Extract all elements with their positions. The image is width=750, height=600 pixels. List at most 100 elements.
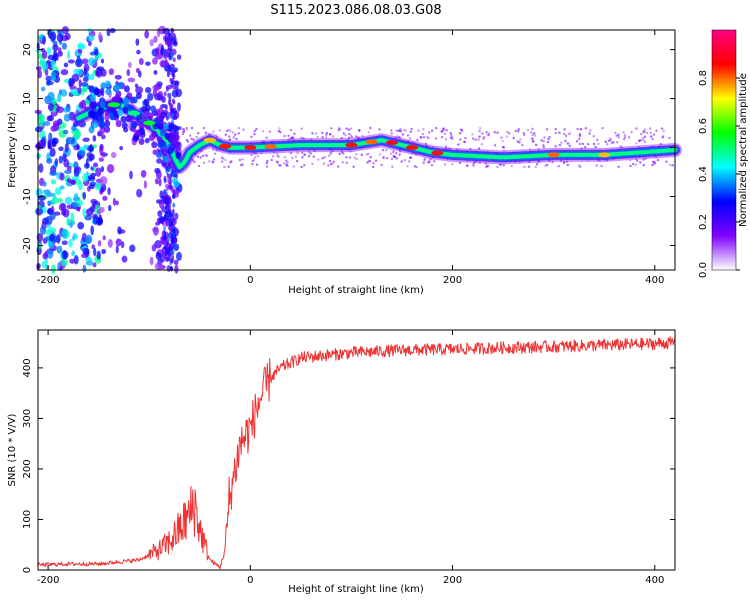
spectrogram-noise-blob: [395, 157, 398, 160]
spectrogram-noise-blob: [597, 142, 600, 146]
spectrogram-noise-blob: [54, 187, 62, 196]
spectrogram-noise-blob: [522, 133, 526, 137]
spectrogram-noise-blob: [88, 153, 95, 161]
spectrogram-noise-blob: [70, 212, 75, 223]
spectrogram-noise-blob: [449, 131, 452, 135]
spectrogram-noise-blob: [168, 55, 172, 61]
spectrogram-noise-blob: [342, 152, 345, 155]
spectrogram-noise-blob: [368, 159, 372, 163]
spectrogram-noise-blob: [588, 132, 591, 135]
spectrogram-noise-blob: [410, 127, 413, 131]
spectrogram-noise-blob: [386, 156, 389, 160]
spectrogram-noise-blob: [46, 47, 52, 55]
colorbar: 0.0 0.2 0.4 0.6 0.8 Normalized spectral ampl…: [698, 29, 749, 278]
spectrogram-x-tick-label: -200: [37, 275, 60, 286]
spectrogram-noise-blob: [434, 137, 438, 140]
spectrogram-noise-blob: [78, 79, 82, 88]
spectrogram-noise-blob: [328, 159, 332, 163]
spectrogram-noise-blob: [417, 129, 420, 132]
spectrogram-noise-blob: [255, 127, 258, 131]
spectrogram-noise-blob: [331, 135, 335, 138]
spectrogram-noise-blob: [266, 159, 269, 163]
spectrogram-noise-blob: [399, 130, 403, 133]
spectrogram-noise-blob: [135, 38, 140, 46]
spectrogram-noise-blob: [229, 129, 232, 133]
spectrogram-noise-blob: [78, 181, 83, 191]
spectrogram-noise-blob: [69, 179, 76, 185]
spectrogram-noise-blob: [265, 165, 269, 168]
spectrogram-noise-blob: [660, 127, 664, 130]
spectrogram-noise-blob: [40, 137, 46, 147]
spectrogram-noise-blob: [71, 136, 75, 145]
spectrogram-noise-blob: [152, 149, 157, 155]
spectrogram-ridge-blob: [127, 115, 134, 123]
spectrogram-y-tick-label: -20: [22, 237, 33, 253]
spectrogram-noise-blob: [321, 156, 324, 160]
spectrogram-noise-blob: [589, 129, 592, 132]
spectrogram-noise-blob: [169, 186, 173, 192]
spectrogram-noise-blob: [283, 134, 286, 138]
spectrogram-noise-blob: [174, 264, 179, 274]
spectrogram-noise-blob: [623, 134, 627, 137]
spectrogram-noise-blob: [94, 182, 102, 191]
spectrogram-noise-blob: [312, 155, 315, 158]
spectrogram-noise-blob: [519, 138, 522, 141]
spectrogram-noise-blob: [84, 214, 92, 221]
spectrogram-noise-blob: [63, 62, 69, 68]
spectrogram-noise-blob: [337, 129, 340, 132]
spectrogram-noise-blob: [415, 165, 418, 169]
spectrogram-noise-blob: [471, 133, 474, 136]
snr-x-ticks: -200 0 200 400: [37, 330, 664, 586]
spectrogram-noise-blob: [169, 265, 173, 271]
spectrogram-noise-blob: [540, 139, 543, 142]
spectrogram-noise-blob: [639, 161, 642, 164]
spectrogram-noise-blob: [47, 80, 54, 86]
spectrogram-noise-blob: [400, 160, 403, 163]
spectrogram-noise-blob: [49, 211, 56, 221]
spectrogram-noise-blob: [562, 132, 566, 136]
spectrogram-hot-spot: [598, 152, 611, 158]
spectrogram-noise-blob: [631, 162, 635, 166]
spectrogram-noise-blob: [172, 193, 176, 199]
spectrogram-noise-blob: [51, 264, 56, 275]
spectrogram-noise-blob: [651, 160, 655, 164]
figure-title: S115.2023.086.08.03.G08: [270, 3, 441, 18]
spectrogram-noise-blob: [345, 127, 348, 130]
spectrogram-noise-blob: [102, 195, 108, 201]
spectrogram-noise-blob: [60, 89, 68, 97]
spectrogram-noise-blob: [174, 212, 179, 220]
spectrogram-noise-blob: [171, 249, 175, 255]
spectrogram-noise-blob: [45, 75, 53, 82]
spectrogram-noise-blob: [46, 158, 53, 164]
spectrogram-ridge-blob: [121, 122, 128, 130]
spectrogram-noise-blob: [531, 140, 535, 143]
spectrogram-noise-blob: [628, 136, 631, 139]
spectrogram-noise-blob: [56, 245, 63, 254]
spectrogram-noise-blob: [329, 152, 333, 155]
spectrogram-noise-blob: [108, 68, 115, 76]
spectrogram-hot-spot: [385, 140, 398, 146]
spectrogram-noise-blob: [435, 126, 438, 130]
spectrogram-noise-blob: [196, 155, 200, 159]
spectrogram-noise-blob: [195, 135, 198, 139]
spectrogram-noise-blob: [369, 155, 372, 159]
spectrogram-y-tick-label: -10: [22, 188, 33, 204]
spectrogram-noise-blob: [110, 151, 117, 159]
spectrogram-noise-blob: [35, 188, 43, 197]
spectrogram-noise-blob: [527, 165, 531, 168]
spectrogram-noise-blob: [67, 59, 75, 64]
spectrogram-hot-spot: [547, 152, 560, 158]
spectrogram-noise-blob: [463, 140, 466, 143]
spectrogram-noise-blob: [592, 142, 596, 146]
spectrogram-noise-blob: [427, 160, 430, 164]
spectrogram-x-tick-label: 0: [247, 275, 253, 286]
snr-x-tick-label: 0: [247, 575, 253, 586]
spectrogram-noise-blob: [168, 208, 172, 214]
spectrogram-noise-blob: [42, 35, 46, 45]
spectrogram-ridge-blob: [89, 94, 96, 102]
spectrogram-noise-blob: [636, 159, 639, 162]
spectrogram-noise-blob: [78, 101, 84, 109]
spectrogram-noise-blob: [81, 253, 88, 259]
spectrogram-noise-blob: [325, 131, 329, 135]
spectrogram-noise-blob: [493, 144, 497, 147]
